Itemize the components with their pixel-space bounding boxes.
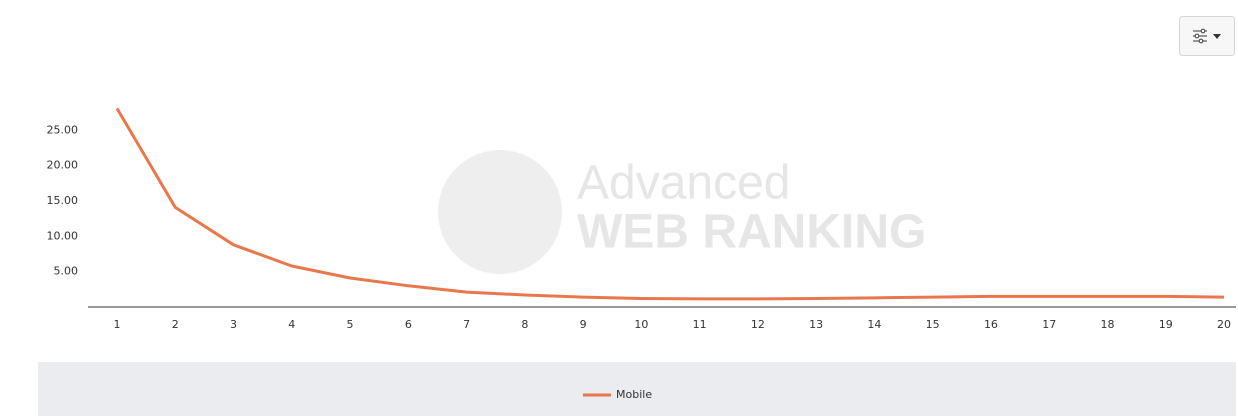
- x-tick-label: 10: [634, 318, 648, 331]
- x-tick-label: 16: [984, 318, 998, 331]
- x-tick-label: 3: [230, 318, 237, 331]
- x-tick-label: 14: [867, 318, 881, 331]
- x-tick-label: 6: [405, 318, 412, 331]
- y-tick-label: 15.00: [47, 194, 79, 207]
- watermark: Advanced WEB RANKING: [438, 150, 926, 274]
- x-tick-label: 2: [172, 318, 179, 331]
- legend-band: [38, 362, 1236, 416]
- x-tick-label: 11: [693, 318, 707, 331]
- y-tick-label: 25.00: [47, 123, 79, 136]
- x-tick-label: 1: [114, 318, 121, 331]
- x-tick-label: 7: [463, 318, 470, 331]
- watermark-globe: [438, 150, 562, 274]
- y-tick-label: 5.00: [54, 265, 79, 278]
- settings-button[interactable]: [1179, 16, 1235, 56]
- y-tick-label: 20.00: [47, 159, 79, 172]
- watermark-text: Advanced: [577, 157, 791, 210]
- x-tick-label: 15: [926, 318, 940, 331]
- settings-icon: [1193, 28, 1207, 44]
- data-line: [115, 107, 1225, 301]
- x-tick-label: 8: [521, 318, 528, 331]
- legend-label: Mobile: [616, 388, 652, 401]
- watermark-text: WEB RANKING: [577, 206, 926, 259]
- x-tick-label: 9: [580, 318, 587, 331]
- x-tick-label: 20: [1217, 318, 1231, 331]
- x-tick-label: 12: [751, 318, 765, 331]
- dropdown-arrow: [1213, 34, 1221, 39]
- x-tick-label: 18: [1100, 318, 1114, 331]
- x-tick-label: 19: [1159, 318, 1173, 331]
- y-tick-label: 10.00: [47, 229, 79, 242]
- x-tick-label: 13: [809, 318, 823, 331]
- x-tick-label: 5: [347, 318, 354, 331]
- x-tick-label: 4: [288, 318, 295, 331]
- x-tick-label: 17: [1042, 318, 1056, 331]
